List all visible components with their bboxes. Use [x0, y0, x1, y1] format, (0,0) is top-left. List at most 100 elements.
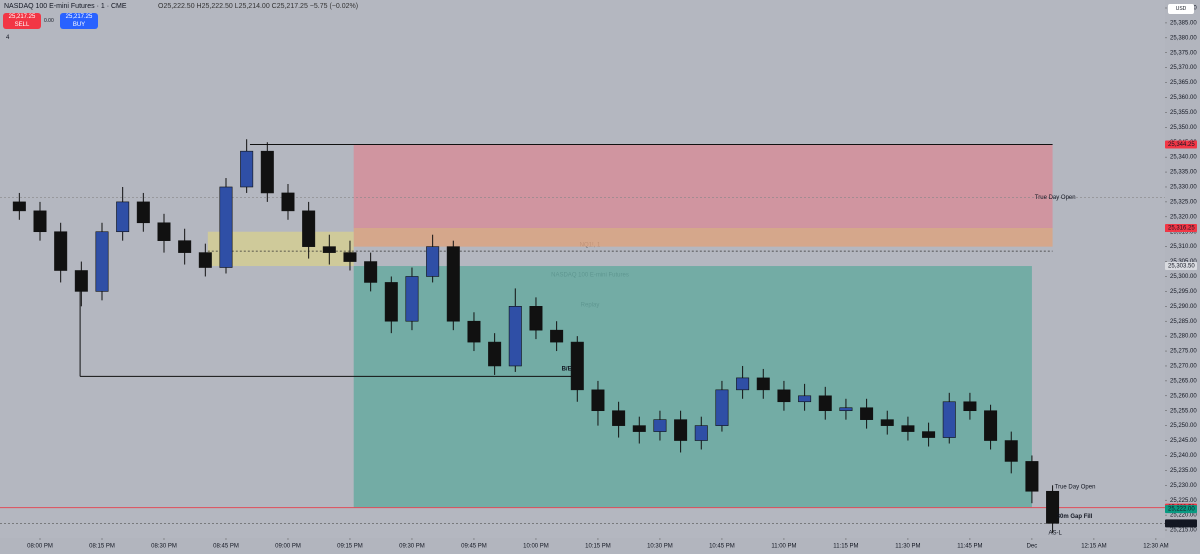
candle-body: [302, 210, 316, 247]
price-tag-label: 25,303.50: [1168, 264, 1195, 270]
candle-body: [901, 425, 915, 432]
y-tick-label: 25,350.00: [1170, 125, 1197, 131]
price-tag-label: 25,316.25: [1168, 226, 1195, 232]
candle-body: [880, 419, 894, 426]
candle-body: [446, 246, 460, 322]
y-tick-label: 25,315.00: [1170, 229, 1197, 235]
candle-body: [612, 410, 626, 426]
y-tick-label: 25,255.00: [1170, 408, 1197, 414]
x-tick-label: 08:00 PM: [27, 544, 53, 550]
x-tick-label: 08:15 PM: [89, 544, 115, 550]
candle-body: [467, 320, 481, 343]
candle-body: [550, 329, 564, 343]
y-tick-label: 25,355.00: [1170, 110, 1197, 116]
x-tick-label: 11:15 PM: [833, 544, 858, 550]
candle-body: [922, 431, 936, 438]
y-tick-label: 25,325.00: [1170, 199, 1197, 205]
candle-body: [157, 222, 171, 241]
y-tick-label: 25,375.00: [1170, 50, 1197, 56]
annotation: B/E: [562, 367, 572, 373]
y-tick-label: 25,275.00: [1170, 349, 1197, 355]
y-tick-label: 25,365.00: [1170, 80, 1197, 86]
candle-body: [488, 341, 502, 367]
candle-body: [529, 306, 543, 331]
candle-body: [798, 395, 812, 403]
y-tick-label: 25,295.00: [1170, 289, 1197, 295]
y-tick-label: 25,370.00: [1170, 65, 1197, 71]
x-tick-label: 09:15 PM: [337, 544, 363, 550]
x-tick-label: 12:15 AM: [1081, 544, 1106, 550]
indicator-count[interactable]: 4: [6, 35, 10, 41]
candle-body: [198, 252, 212, 268]
candle-body: [570, 341, 584, 391]
sell-label: SELL: [14, 22, 30, 28]
y-tick-label: 25,240.00: [1170, 453, 1197, 459]
x-tick-label: 10:00 PM: [523, 544, 549, 550]
price-tag: [1165, 262, 1197, 271]
candle-body: [384, 282, 398, 322]
y-tick-label: 25,220.00: [1170, 513, 1197, 519]
zone: [353, 144, 1053, 228]
buy-price: 25,217.25: [65, 14, 93, 20]
price-tag: [1165, 519, 1197, 528]
candle-body: [240, 150, 254, 188]
x-tick-label: 10:45 PM: [709, 544, 735, 550]
x-tick-label: 11:00 PM: [771, 544, 796, 550]
annotation: AS-L: [1048, 531, 1062, 537]
x-tick-label: 10:15 PM: [585, 544, 611, 550]
y-tick-label: 25,260.00: [1170, 393, 1197, 399]
candle-body: [405, 276, 419, 322]
candle-body: [54, 231, 68, 271]
y-tick-label: 25,265.00: [1170, 378, 1197, 384]
y-tick-label: 25,250.00: [1170, 423, 1197, 429]
price-tag: [1165, 505, 1197, 514]
candle-body: [591, 389, 605, 412]
x-tick-label: Dec: [1027, 544, 1038, 550]
x-tick-label: 08:30 PM: [151, 544, 177, 550]
y-tick-label: 25,285.00: [1170, 319, 1197, 325]
candle-body: [74, 270, 88, 292]
candle-body: [715, 389, 729, 426]
candle-body: [963, 401, 977, 412]
y-tick-label: 25,280.00: [1170, 334, 1197, 340]
x-tick-label: 10:30 PM: [647, 544, 673, 550]
ohlc: O25,222.50 H25,222.50 L25,214.00 C25,217…: [158, 3, 359, 10]
candle-body: [508, 306, 522, 367]
candle-body: [364, 261, 378, 283]
sell-price: 25,217.25: [8, 14, 36, 20]
candle-body: [33, 210, 47, 233]
candle-body: [343, 252, 357, 262]
candle-body: [426, 246, 440, 277]
symbol: NASDAQ 100 E-mini Futures · 1 · CME: [4, 3, 127, 10]
zone: [353, 227, 1053, 247]
candle-body: [12, 201, 26, 212]
y-tick-label: 25,235.00: [1170, 468, 1197, 474]
y-tick-label: 25,330.00: [1170, 185, 1197, 191]
candle-body: [116, 201, 130, 233]
price-tag: [1165, 140, 1197, 149]
sell-button[interactable]: 25,217.25 SELL: [3, 13, 41, 29]
x-tick-label: 11:45 PM: [957, 544, 982, 550]
candle-body: [260, 150, 274, 194]
currency[interactable]: USD: [1168, 4, 1194, 14]
x-tick-label: 11:30 PM: [895, 544, 920, 550]
price-tag-label: 25,344.25: [1168, 142, 1195, 148]
x-tick-label: 12:30 AM: [1143, 544, 1168, 550]
price-tag-label: 25,222.00: [1168, 507, 1195, 513]
candle-body: [694, 425, 708, 441]
candle-body: [219, 186, 233, 268]
spread: 0.00: [44, 18, 54, 24]
candle-body: [281, 192, 295, 212]
y-tick-label: 25,290.00: [1170, 304, 1197, 310]
zone: [353, 266, 1032, 508]
x-tick-label: 09:30 PM: [399, 544, 425, 550]
candle-body: [756, 377, 770, 391]
price-axis: [1165, 0, 1200, 554]
buy-button[interactable]: 25,217.25 BUY: [60, 13, 98, 29]
y-tick-label: 25,215.00: [1170, 528, 1197, 534]
candle-body: [674, 419, 688, 441]
y-tick-label: 25,230.00: [1170, 483, 1197, 489]
y-tick-label: 25,300.00: [1170, 274, 1197, 280]
